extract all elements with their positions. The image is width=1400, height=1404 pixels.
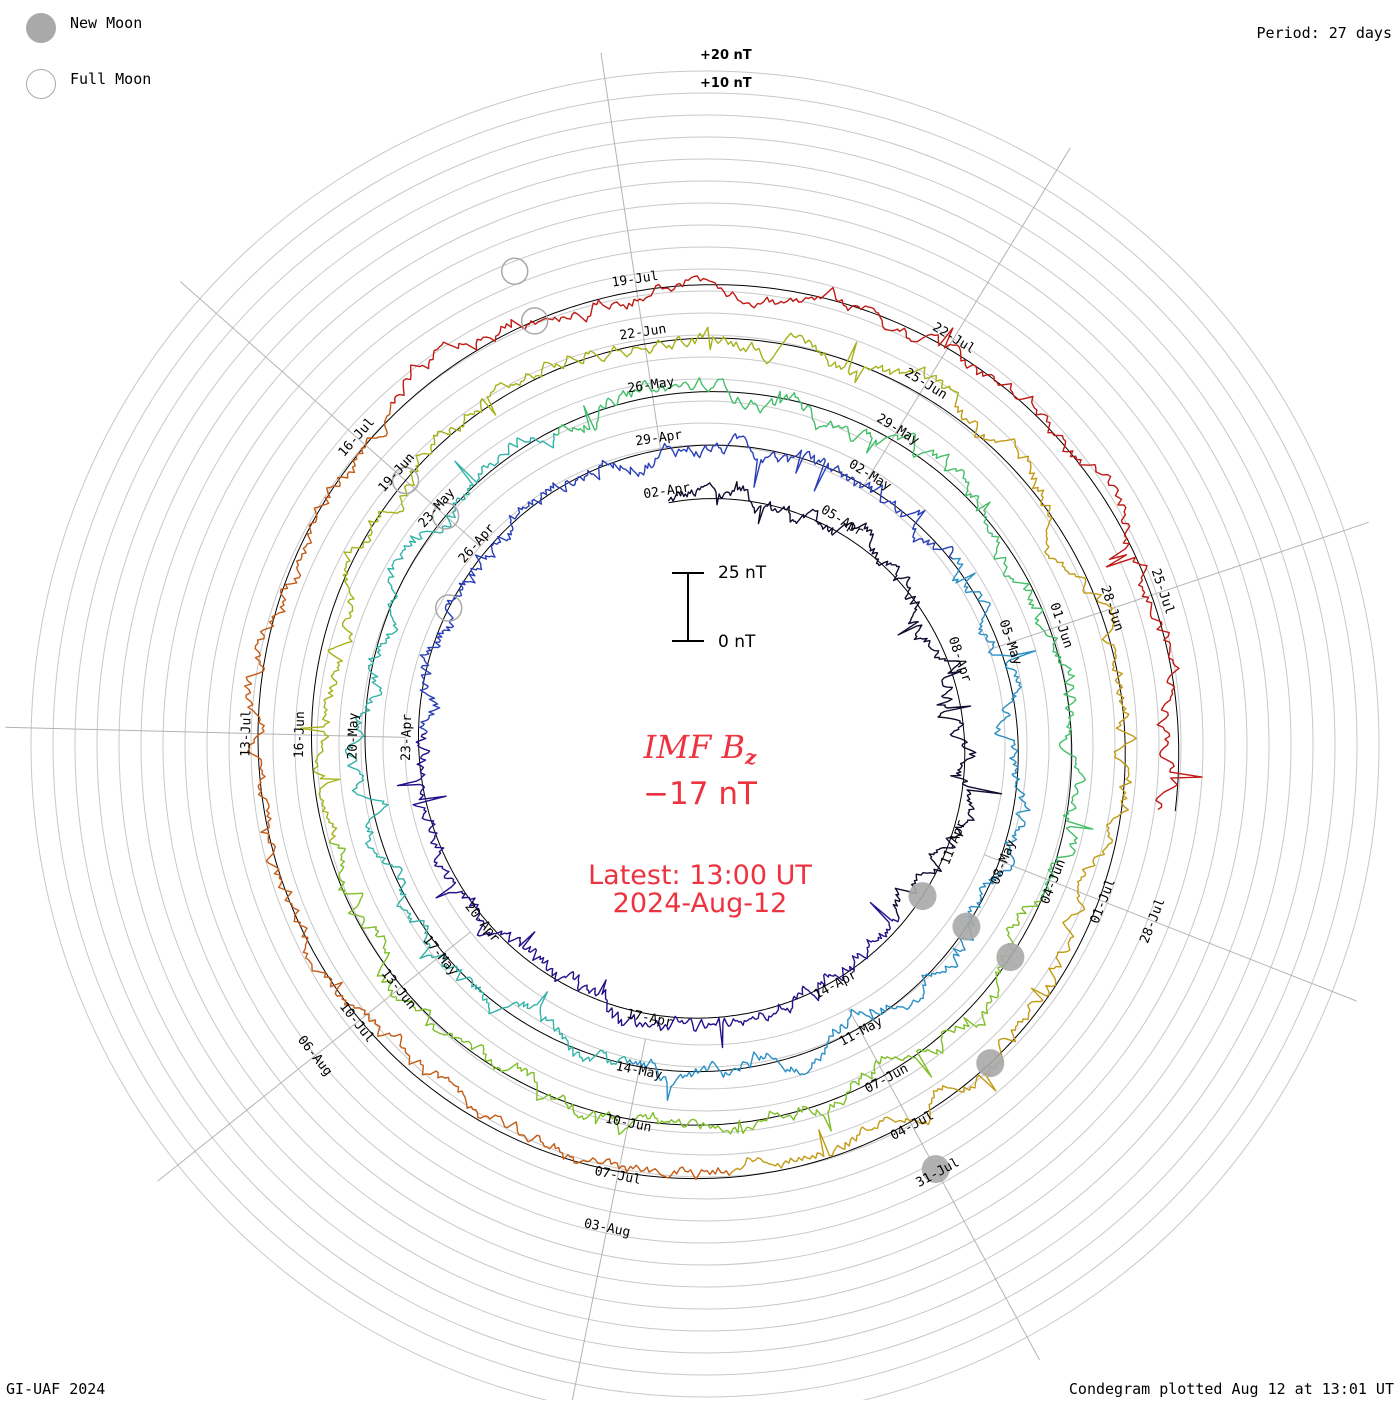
full-moon-legend-label: Full Moon: [70, 70, 152, 88]
date-tick-label: 29-Apr: [635, 428, 684, 450]
grid-ring: [184, 224, 1226, 1266]
radial-spoke: [984, 854, 1357, 1002]
moon-markers: [391, 257, 1025, 1184]
bz-trace-segment: [728, 399, 1138, 1176]
date-tick-label: 13-Jun: [378, 966, 419, 1012]
date-tick-label: 14-Apr: [811, 967, 860, 1003]
scale-bottom-label: 0 nT: [718, 632, 756, 652]
date-tick-label: 10-Jul: [336, 1000, 377, 1046]
date-tick-label: 04-Jul: [888, 1108, 936, 1144]
grid-ring: [96, 136, 1314, 1354]
grid-ring: [338, 378, 1072, 1112]
date-tick-label: 05-May: [996, 618, 1025, 667]
current-value: −17 nT: [643, 776, 757, 812]
plotted-timestamp: Condegram plotted Aug 12 at 13:01 UT: [1068, 1380, 1394, 1398]
grid-rings: [30, 70, 1380, 1404]
bz-trace-segment: [243, 402, 730, 1181]
radial-spoke: [861, 147, 1071, 490]
bz-trace-segment: [329, 841, 1043, 1136]
new-moon-marker: [908, 882, 937, 911]
radial-spokes: [5, 52, 1369, 1404]
new-moon-marker: [921, 1155, 950, 1184]
credit-label: GI-UAF 2024: [6, 1380, 106, 1398]
bz-trace-segment: [344, 432, 628, 1066]
full-moon-marker: [391, 466, 420, 495]
grid-ring: [272, 312, 1138, 1178]
radial-spoke: [570, 1038, 646, 1404]
plus10-reference-label: +10 nT: [700, 76, 752, 91]
spiral-baseline: [257, 284, 1180, 1180]
quantity-subscript: z: [744, 745, 757, 769]
new-moon-legend-label: New Moon: [70, 14, 143, 32]
date-tick-label: 14-May: [614, 1059, 663, 1083]
grid-ring: [118, 158, 1292, 1332]
new-moon-icon: [26, 13, 56, 43]
date-tick-label: 19-Jul: [611, 269, 660, 291]
bz-trace-segment: [556, 377, 1094, 901]
scale-top-label: 25 nT: [718, 563, 767, 583]
radial-spoke: [600, 52, 661, 449]
latest-time: Latest: 13:00 UT: [588, 860, 812, 891]
grid-ring: [360, 400, 1050, 1090]
grid-ring: [140, 180, 1270, 1310]
grid-ring: [74, 114, 1336, 1376]
date-tick-label: 23-Apr: [399, 714, 415, 762]
period-label: Period: 27 days: [1256, 24, 1392, 42]
new-moon-marker: [996, 943, 1025, 972]
date-tick-label: 13-Jul: [238, 710, 254, 757]
grid-ring: [228, 268, 1182, 1222]
grid-ring: [206, 246, 1204, 1244]
grid-ring: [30, 70, 1380, 1404]
bz-traces: [243, 275, 1203, 1181]
grid-ring: [162, 202, 1248, 1288]
date-tick-label: 26-May: [627, 375, 676, 397]
grid-ring: [294, 334, 1116, 1156]
bz-trace-segment: [396, 732, 900, 1049]
date-tick-label: 20-May: [345, 712, 361, 760]
radial-spoke: [5, 726, 406, 738]
full-moon-marker: [520, 307, 549, 335]
bz-trace-segment: [299, 326, 959, 843]
new-moon-marker: [976, 1049, 1005, 1078]
radial-spoke: [180, 281, 481, 547]
date-tick-label: 11-May: [837, 1014, 886, 1050]
plus20-reference-label: +20 nT: [700, 48, 752, 63]
new-moon-marker: [952, 912, 981, 941]
date-tick-label: 08-Apr: [945, 635, 974, 684]
latest-date: 2024-Aug-12: [612, 888, 788, 919]
full-moon-icon: [26, 69, 56, 99]
date-tick-label: 16-Jun: [292, 711, 308, 758]
quantity-title: IMF Bz: [0, 728, 1400, 769]
date-tick-label: 02-Apr: [643, 480, 692, 502]
scale-bar: [672, 572, 704, 642]
bz-trace-segment: [390, 275, 1203, 811]
date-tick-label: 07-Jun: [863, 1061, 911, 1097]
grid-ring: [52, 92, 1358, 1398]
bz-trace-segment: [667, 481, 1003, 919]
date-tick-label: 22-Jun: [619, 322, 668, 344]
full-moon-marker: [434, 594, 463, 622]
ring-baselines: [257, 284, 1180, 1180]
date-tick-label: 28-Jun: [1097, 584, 1126, 633]
radial-spoke: [157, 931, 471, 1182]
grid-ring: [316, 356, 1094, 1134]
radial-spoke: [847, 1008, 1040, 1361]
date-tick-label: 03-Aug: [583, 1216, 632, 1240]
full-moon-marker: [500, 257, 529, 286]
radial-spoke: [989, 521, 1369, 651]
full-moon-marker: [431, 502, 460, 530]
quantity-name: IMF B: [643, 728, 745, 766]
